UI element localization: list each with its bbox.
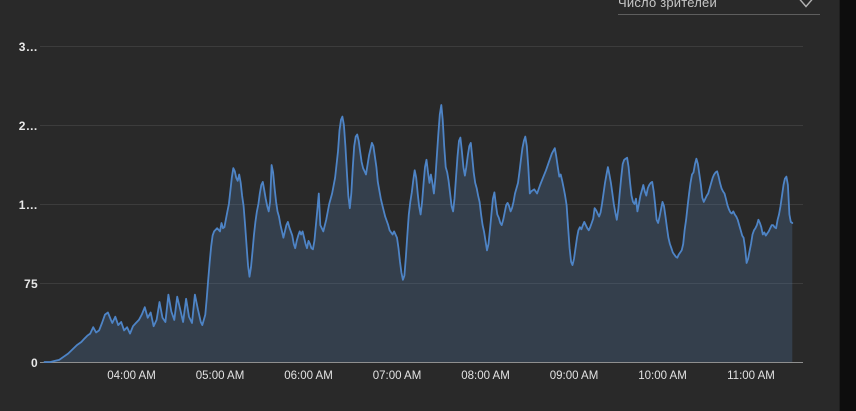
x-axis-label: 04:00 AM [107,370,156,382]
x-axis-label: 08:00 AM [461,370,510,382]
x-axis-label: 09:00 AM [549,370,599,382]
y-axis-label: 0 [31,356,38,370]
series-area-fill [44,105,793,362]
chevron-down-icon [799,0,813,8]
dropdown-underline [618,14,820,15]
x-axis-label: 05:00 AM [195,370,245,382]
y-axis-label: 3… [18,40,38,54]
y-axis-label: 2… [18,119,38,133]
metric-dropdown-label: Число зрителей [618,0,717,10]
metric-dropdown[interactable]: Число зрителей [618,0,820,15]
y-axis-label: 1… [18,198,38,212]
x-axis-label: 11:00 AM [727,370,775,382]
x-axis-label: 06:00 AM [284,370,333,382]
right-panel-gap [839,0,856,411]
x-axis-label: 10:00 AM [638,370,687,382]
series-line [43,104,794,363]
x-axis-label: 07:00 AM [372,370,422,382]
y-axis-label: 75 [24,277,38,291]
